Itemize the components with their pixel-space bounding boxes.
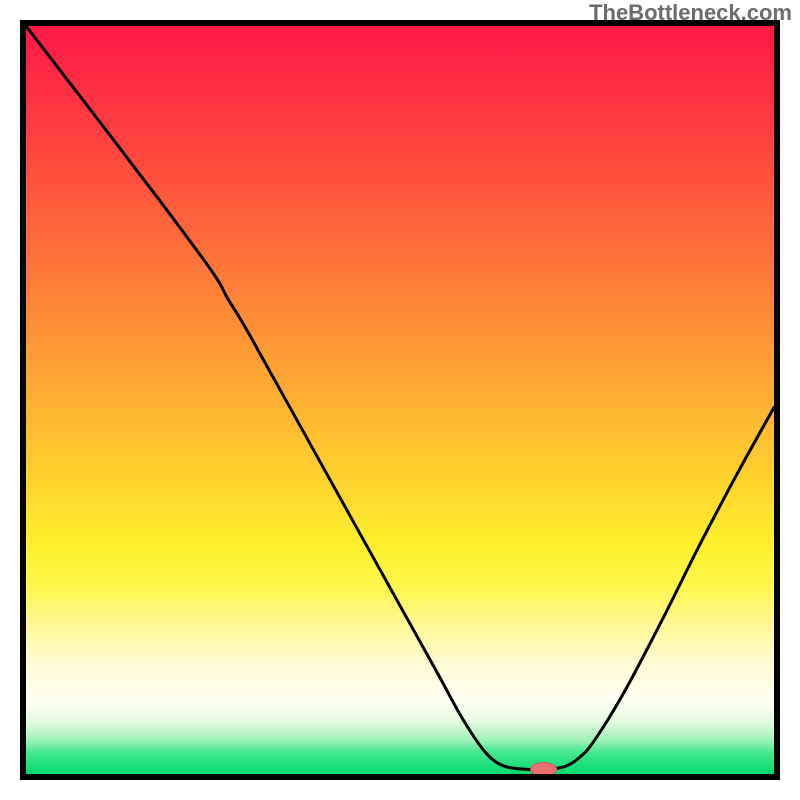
bottleneck-chart: TheBottleneck.com [0,0,800,800]
gradient-background [26,26,774,774]
watermark-label: TheBottleneck.com [589,0,792,26]
chart-svg [0,0,800,800]
